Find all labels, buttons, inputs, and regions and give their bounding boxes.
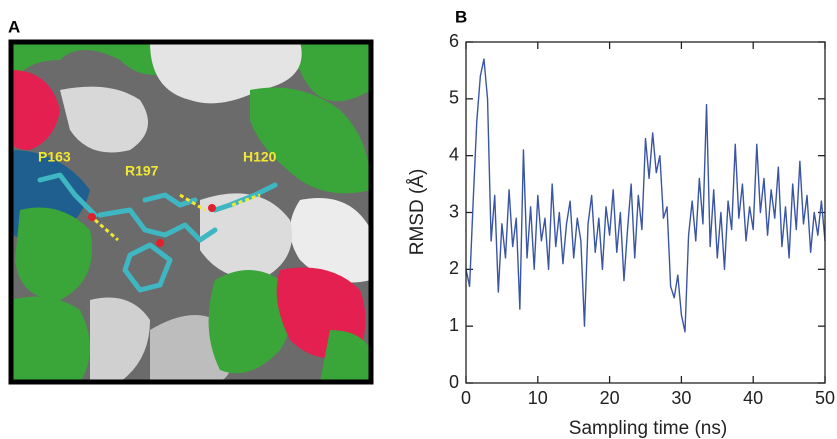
y-tick-label: 4 bbox=[449, 144, 459, 164]
panel-frame bbox=[8, 39, 374, 385]
x-tick-label: 30 bbox=[671, 388, 691, 408]
y-tick-label: 1 bbox=[449, 315, 459, 335]
y-tick-label: 3 bbox=[449, 201, 459, 221]
x-tick-label: 0 bbox=[461, 388, 471, 408]
molecular-surface bbox=[11, 42, 371, 382]
x-axis-label: Sampling time (ns) bbox=[569, 418, 727, 439]
residue-label: P163 bbox=[38, 149, 71, 165]
residue-label: H120 bbox=[243, 149, 277, 165]
x-tick-label: 40 bbox=[743, 388, 763, 408]
data-line bbox=[465, 58, 826, 333]
panel-label: A bbox=[8, 17, 20, 36]
x-tick-label: 10 bbox=[528, 388, 548, 408]
residue-label: R197 bbox=[125, 163, 159, 179]
y-tick-label: 5 bbox=[449, 88, 459, 108]
y-tick-label: 0 bbox=[449, 372, 459, 392]
y-tick-label: 2 bbox=[449, 258, 459, 278]
x-tick-label: 50 bbox=[815, 388, 835, 408]
y-axis-label: RMSD (Å) bbox=[407, 169, 428, 256]
panel-label: B bbox=[455, 7, 467, 26]
x-tick-label: 20 bbox=[600, 388, 620, 408]
y-tick-label: 6 bbox=[449, 31, 459, 51]
plot-frame bbox=[465, 41, 826, 384]
